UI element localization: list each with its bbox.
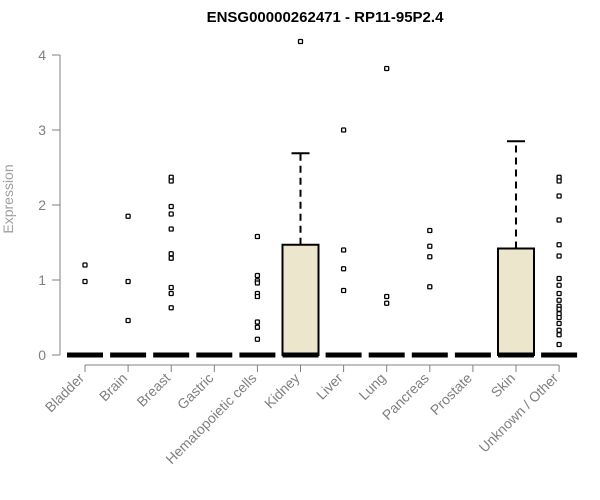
outlier-point bbox=[340, 266, 347, 272]
outlier-point bbox=[82, 262, 88, 268]
outlier-point bbox=[556, 275, 562, 282]
y-tick-label: 0 bbox=[38, 347, 46, 363]
box-group bbox=[239, 233, 276, 358]
outlier-point bbox=[254, 319, 261, 325]
y-tick-label: 3 bbox=[38, 122, 46, 138]
box-group bbox=[325, 127, 362, 358]
box-group bbox=[110, 213, 147, 358]
box-group bbox=[368, 65, 405, 358]
outlier-point bbox=[556, 297, 562, 303]
outlier-point bbox=[82, 278, 88, 285]
y-tick-label: 1 bbox=[38, 272, 46, 288]
outlier-point bbox=[254, 293, 261, 300]
outlier-point bbox=[384, 65, 390, 72]
outlier-point bbox=[556, 306, 562, 312]
x-tick-label: Prostate bbox=[427, 370, 475, 418]
outlier-point bbox=[427, 243, 433, 249]
outlier-point bbox=[168, 290, 174, 297]
outlier-point bbox=[556, 282, 562, 288]
x-tick-label: Unknown / Other bbox=[476, 370, 562, 456]
box-group bbox=[411, 227, 448, 358]
x-tick-label: Breast bbox=[133, 370, 173, 410]
outlier-point bbox=[340, 247, 347, 253]
x-tick-label: Bladder bbox=[42, 370, 88, 416]
chart-title: ENSG00000262471 - RP11-95P2.4 bbox=[207, 9, 444, 26]
outlier-point bbox=[556, 332, 562, 338]
outlier-point bbox=[125, 278, 131, 285]
x-tick-label: Gastric bbox=[174, 370, 217, 413]
outlier-point bbox=[556, 320, 562, 327]
outlier-point bbox=[556, 242, 562, 248]
outlier-point bbox=[254, 233, 261, 240]
y-tick-label: 4 bbox=[38, 47, 46, 63]
outlier-point bbox=[340, 287, 347, 294]
box-group bbox=[281, 38, 320, 358]
outlier-point bbox=[168, 211, 174, 217]
outlier-point bbox=[168, 305, 174, 311]
outlier-point bbox=[556, 178, 562, 184]
outlier-point bbox=[168, 226, 174, 232]
box-group bbox=[497, 140, 535, 358]
x-tick-label: Liver bbox=[313, 370, 346, 403]
x-tick-label: Kidney bbox=[261, 370, 303, 412]
box bbox=[497, 247, 535, 356]
box-group bbox=[541, 174, 578, 358]
y-axis: 0 1 2 3 4 bbox=[38, 47, 61, 363]
outlier-point bbox=[254, 280, 261, 286]
outlier-point bbox=[168, 203, 174, 210]
y-axis-label: Expression bbox=[0, 164, 16, 233]
outlier-point bbox=[384, 293, 390, 300]
y-tick-label: 2 bbox=[38, 197, 46, 213]
outlier-point bbox=[556, 290, 562, 297]
outlier-point bbox=[556, 253, 562, 259]
x-tick-label: Lung bbox=[355, 370, 388, 403]
outlier-point bbox=[254, 272, 261, 279]
box bbox=[281, 243, 320, 356]
outlier-point bbox=[556, 314, 562, 321]
outlier-point bbox=[384, 300, 390, 306]
outlier-point bbox=[254, 324, 261, 330]
outlier-point bbox=[168, 255, 174, 261]
x-tick-label: Brain bbox=[96, 370, 130, 404]
outlier-point bbox=[556, 327, 562, 333]
outlier-point bbox=[168, 284, 174, 291]
x-tick-label: Pancreas bbox=[379, 370, 432, 423]
outlier-point bbox=[556, 217, 562, 223]
outlier-point bbox=[427, 227, 433, 234]
outlier-point bbox=[340, 127, 347, 133]
outlier-point bbox=[427, 254, 433, 260]
outlier-point bbox=[168, 251, 174, 257]
box-group bbox=[153, 174, 190, 358]
outlier-point bbox=[427, 284, 433, 290]
outlier-point bbox=[556, 341, 562, 348]
boxes bbox=[67, 38, 578, 358]
outlier-point bbox=[254, 336, 261, 342]
outlier-point bbox=[556, 193, 562, 199]
x-tick-label: Skin bbox=[488, 370, 519, 401]
box-group bbox=[67, 262, 103, 358]
outlier-point bbox=[168, 178, 174, 184]
outlier-point bbox=[297, 38, 304, 45]
outlier-point bbox=[125, 213, 131, 219]
outlier-point bbox=[125, 317, 131, 324]
